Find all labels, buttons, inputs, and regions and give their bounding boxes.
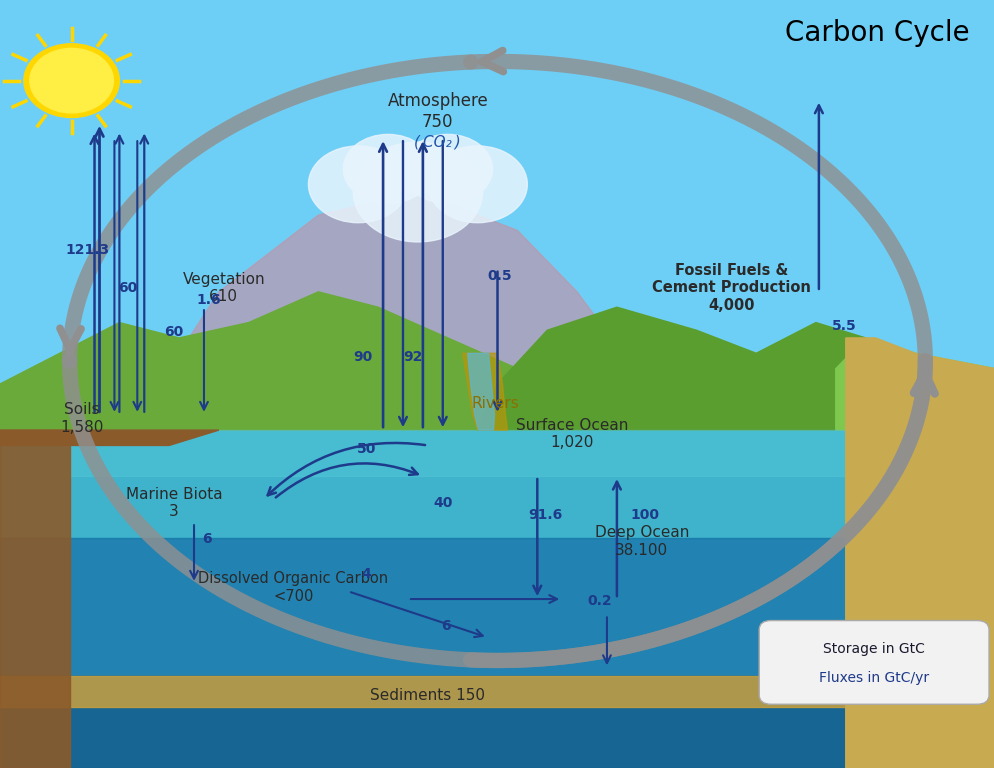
FancyBboxPatch shape [758, 621, 988, 704]
Text: Fluxes in GtC/yr: Fluxes in GtC/yr [818, 671, 927, 685]
Bar [0, 430, 70, 768]
Text: Surface Ocean
1,020: Surface Ocean 1,020 [516, 418, 627, 450]
Text: Deep Ocean
38.100: Deep Ocean 38.100 [594, 525, 688, 558]
Polygon shape [467, 353, 494, 430]
Text: 121.3: 121.3 [66, 243, 109, 257]
Text: 6: 6 [440, 619, 450, 633]
Text: 6: 6 [202, 532, 212, 546]
Circle shape [403, 134, 492, 204]
Circle shape [308, 146, 408, 223]
Text: 60: 60 [117, 281, 137, 295]
Text: Rivers: Rivers [471, 396, 519, 411]
Text: 0.2: 0.2 [587, 594, 611, 607]
Text: 1.6: 1.6 [197, 293, 221, 306]
Polygon shape [0, 538, 845, 676]
Polygon shape [845, 338, 994, 768]
Text: Sediments 150: Sediments 150 [370, 687, 485, 703]
Text: 100: 100 [629, 508, 659, 521]
Text: Vegetation
610: Vegetation 610 [182, 272, 265, 304]
Polygon shape [0, 676, 845, 707]
Text: Storage in GtC: Storage in GtC [822, 642, 923, 656]
Polygon shape [0, 430, 219, 445]
Polygon shape [0, 676, 845, 768]
Text: 5.5: 5.5 [831, 319, 855, 333]
Circle shape [24, 44, 119, 118]
Text: 4: 4 [361, 568, 371, 581]
Polygon shape [835, 338, 994, 430]
Text: 50: 50 [356, 442, 376, 456]
Text: Dissolved Organic Carbon
<700: Dissolved Organic Carbon <700 [198, 571, 389, 604]
Text: 40: 40 [432, 496, 452, 510]
Polygon shape [462, 353, 507, 430]
Circle shape [30, 48, 113, 113]
Text: 91.6: 91.6 [528, 508, 562, 521]
Circle shape [343, 134, 432, 204]
Text: Fossil Fuels &
Cement Production
4,000: Fossil Fuels & Cement Production 4,000 [651, 263, 810, 313]
Text: Atmosphere
750: Atmosphere 750 [387, 92, 488, 131]
Polygon shape [477, 307, 865, 430]
Text: 92: 92 [403, 350, 422, 364]
Circle shape [427, 146, 527, 223]
Text: Marine Biota
3: Marine Biota 3 [125, 487, 223, 519]
Text: 90: 90 [353, 350, 373, 364]
Text: 0.5: 0.5 [487, 270, 511, 283]
Polygon shape [0, 430, 845, 538]
Circle shape [353, 142, 482, 242]
Text: Carbon Cycle: Carbon Cycle [784, 19, 969, 47]
Polygon shape [70, 430, 845, 476]
Polygon shape [129, 192, 646, 430]
Text: 60: 60 [164, 325, 184, 339]
Text: ( CO₂ ): ( CO₂ ) [414, 134, 460, 150]
Polygon shape [0, 292, 547, 430]
Text: Soils
1,580: Soils 1,580 [60, 402, 103, 435]
